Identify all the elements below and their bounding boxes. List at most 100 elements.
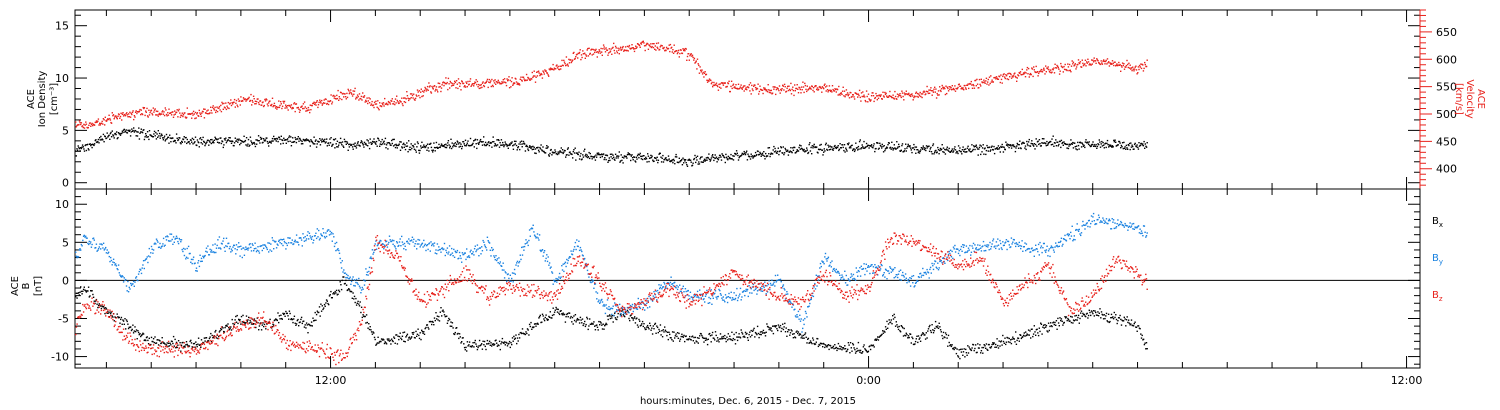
density-point [797,150,800,152]
density-point [177,139,179,142]
bx-point [867,350,870,352]
bx-point [797,332,799,335]
bx-point [809,340,812,342]
density-point [360,140,363,142]
density-point [1070,139,1072,141]
density-point [780,147,783,149]
density-point [1020,147,1022,150]
velocity-point [691,54,694,56]
density-point [907,143,909,146]
density-point [717,159,720,161]
bx-point [572,323,574,325]
density-point [201,143,204,145]
velocity-point [230,99,232,101]
velocity-point [655,49,657,51]
velocity-point [131,113,133,116]
density-point [117,137,119,139]
density-point [1088,141,1090,143]
bx-point [656,326,659,329]
bx-point [1040,323,1043,325]
bx-point [599,321,602,323]
density-point [270,142,272,144]
bx-point [78,294,80,296]
bx-point [330,297,333,299]
bx-point [815,341,817,343]
velocity-point [1050,69,1052,71]
bx-point [443,314,446,316]
density-point [554,149,556,151]
velocity-point [418,94,420,97]
bx-point [597,329,599,331]
density-point [386,142,388,144]
density-point [1146,142,1148,144]
velocity-point [157,110,159,113]
density-point [208,144,210,146]
bx-point [587,328,589,331]
velocity-point [174,110,176,112]
bx-point [916,335,918,337]
density-point [208,140,211,142]
density-point [137,131,139,133]
velocity-point [1118,61,1120,64]
velocity-point [525,79,527,82]
velocity-point [377,100,379,102]
bx-point [579,316,582,319]
bx-point [586,316,588,319]
density-point [1038,139,1041,141]
density-point [367,145,369,147]
velocity-point [1036,71,1039,73]
velocity-point [680,49,682,51]
bx-point [564,321,567,323]
bx-point [526,328,529,330]
velocity-point [479,84,481,87]
bx-point [395,334,397,336]
velocity-point [248,96,250,99]
velocity-tick-label: 450 [1436,135,1457,148]
density-point [939,149,941,152]
density-point [1124,146,1126,148]
bx-point [109,311,111,313]
density-point [290,136,292,138]
density-point [638,154,641,156]
velocity-point [1028,76,1030,78]
density-point [146,136,148,138]
velocity-point [654,48,656,50]
velocity-point [554,68,557,70]
velocity-point [137,111,139,113]
density-point [420,145,422,147]
velocity-point [536,71,538,73]
bx-point [255,326,257,329]
density-point [515,144,518,147]
bx-point [230,326,232,328]
velocity-point [1038,72,1040,75]
bx-point [576,317,579,320]
density-point [135,135,137,137]
velocity-point [682,48,684,50]
velocity-point [313,101,315,103]
velocity-point [1069,69,1071,71]
velocity-point [290,106,292,109]
bx-point [584,325,587,328]
bx-point [790,329,792,331]
velocity-point [1143,67,1145,70]
velocity-point [744,85,746,87]
velocity-point [450,82,452,84]
density-point [762,154,764,156]
velocity-point [1054,63,1056,65]
density-point [976,146,978,149]
density-point [746,159,749,161]
velocity-point [1077,63,1079,66]
velocity-point [943,86,945,89]
velocity-point [821,86,824,88]
bx-point [476,348,479,351]
velocity-point [701,73,704,75]
velocity-point [227,107,229,109]
bx-point [86,290,88,292]
density-point [406,142,408,144]
bx-point [897,328,900,331]
density-point [403,142,405,145]
density-point [411,147,413,150]
bx-point [215,337,218,339]
velocity-point [729,90,731,93]
density-point [145,134,147,137]
